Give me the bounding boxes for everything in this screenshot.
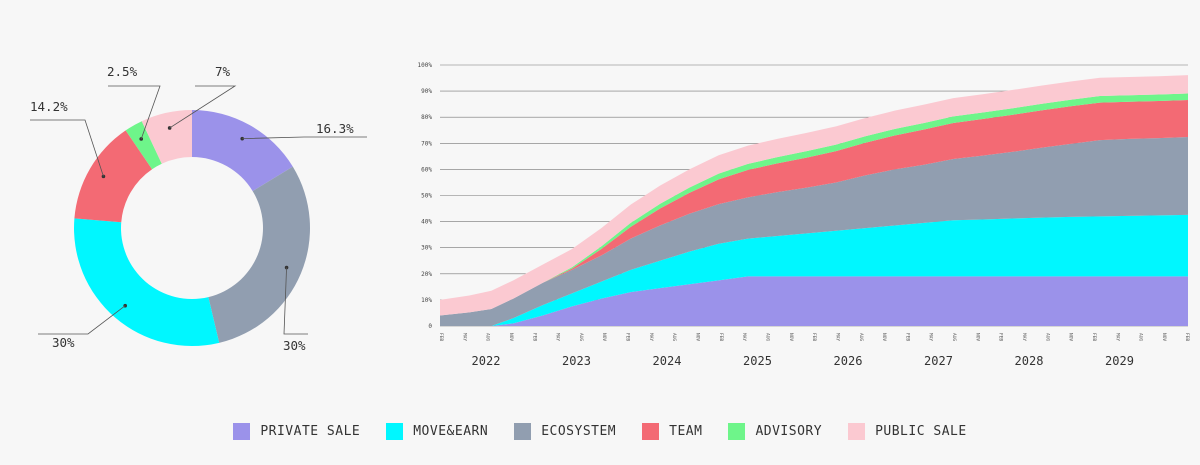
year-label-2027: 2027 <box>924 354 953 368</box>
month-tick-label: FEB <box>625 333 631 341</box>
donut-label-private-sale: 16.3% <box>316 121 354 136</box>
y-tick-label: 60% <box>421 166 432 173</box>
leader-line <box>169 85 237 129</box>
chart-legend: PRIVATE SALE MOVE&EARN ECOSYSTEM TEAM AD… <box>0 423 1200 440</box>
leader-line <box>242 136 367 140</box>
donut-label-team: 14.2% <box>30 99 68 114</box>
donut-slice-ecosystem <box>208 166 310 343</box>
legend-label: PRIVATE SALE <box>260 424 361 439</box>
month-tick-label: NOV <box>974 333 980 341</box>
month-tick-label: FEB <box>1184 333 1190 341</box>
legend-swatch <box>848 423 866 440</box>
month-tick-label: MAY <box>461 333 467 341</box>
y-tick-label: 0 <box>428 323 432 330</box>
area-public-sale <box>440 75 1188 316</box>
month-tick-label: AUG <box>951 333 957 341</box>
y-tick-label: 10% <box>421 297 432 304</box>
month-tick-label: NOV <box>1068 333 1074 341</box>
legend-item-team[interactable]: TEAM <box>642 423 702 440</box>
leader-line <box>38 305 126 335</box>
area-ecosystem <box>440 137 1188 326</box>
legend-item-private-sale[interactable]: PRIVATE SALE <box>233 423 360 440</box>
donut-label-public-sale: 7% <box>215 64 231 79</box>
month-tick-label: NOV <box>788 333 794 341</box>
month-tick-label: MAY <box>1114 333 1120 341</box>
y-tick-label: 90% <box>421 88 432 95</box>
month-tick-label: AUG <box>764 333 770 341</box>
month-tick-label: FEB <box>531 333 537 341</box>
month-tick-label: AUG <box>1138 333 1144 341</box>
month-tick-label: NOV <box>881 333 887 341</box>
month-tick-label: NOV <box>695 333 701 341</box>
donut-slice-move-earn <box>74 218 220 346</box>
legend-label: ECOSYSTEM <box>541 424 617 439</box>
month-tick-label: FEB <box>718 333 724 341</box>
y-tick-label: 70% <box>421 140 432 147</box>
y-tick-label: 100% <box>418 62 433 69</box>
year-label-2024: 2024 <box>653 354 682 368</box>
legend-swatch <box>386 423 404 440</box>
donut-label-ecosystem: 30% <box>283 338 306 353</box>
month-tick-label: MAY <box>648 333 654 341</box>
leader-line <box>30 119 104 177</box>
month-tick-label: MAY <box>555 333 561 341</box>
year-label-2028: 2028 <box>1015 354 1044 368</box>
legend-swatch <box>642 423 660 440</box>
donut-slice-private-sale <box>192 110 293 192</box>
donut-label-move-earn: 30% <box>52 335 75 350</box>
month-tick-label: FEB <box>904 333 910 341</box>
year-label-2029: 2029 <box>1105 354 1134 368</box>
month-tick-label: MAY <box>834 333 840 341</box>
month-tick-label: AUG <box>578 333 584 341</box>
month-tick-label: MAY <box>741 333 747 341</box>
month-tick-label: FEB <box>998 333 1004 341</box>
month-tick-label: NOV <box>508 333 514 341</box>
allocation-donut-chart: 16.3% 30% 30% 14.2% 2.5% 7% <box>30 64 367 353</box>
area-move-earn <box>440 214 1188 326</box>
legend-label: ADVISORY <box>755 424 823 439</box>
legend-item-public-sale[interactable]: PUBLIC SALE <box>848 423 967 440</box>
month-tick-label: FEB <box>1091 333 1097 341</box>
legend-item-ecosystem[interactable]: ECOSYSTEM <box>514 423 616 440</box>
month-tick-label: AUG <box>485 333 491 341</box>
month-tick-label: AUG <box>858 333 864 341</box>
legend-item-move-earn[interactable]: MOVE&EARN <box>386 423 488 440</box>
donut-slice-advisory <box>125 121 162 170</box>
month-tick-label: AUG <box>1044 333 1050 341</box>
month-tick-label: MAY <box>928 333 934 341</box>
y-tick-label: 20% <box>421 271 432 278</box>
month-tick-label: AUG <box>671 333 677 341</box>
legend-swatch <box>514 423 532 440</box>
month-tick-label: FEB <box>811 333 817 341</box>
donut-slice-team <box>74 130 153 223</box>
legend-swatch <box>233 423 251 440</box>
legend-swatch <box>728 423 746 440</box>
area-private-sale <box>440 276 1188 326</box>
area-team <box>440 99 1188 316</box>
legend-label: TEAM <box>669 424 703 439</box>
year-label-2025: 2025 <box>743 354 772 368</box>
month-tick-label: NOV <box>1161 333 1167 341</box>
leader-line <box>283 267 308 335</box>
month-tick-label: MAY <box>1021 333 1027 341</box>
vesting-area-chart: 0 10% 20% 30% 40% 50% 60% 70% 80% 90% 100% FEB MAY AU… <box>418 62 1191 368</box>
month-tick-label: FEB <box>438 333 444 341</box>
y-tick-label: 40% <box>421 219 432 226</box>
y-tick-label: 80% <box>421 114 432 121</box>
donut-label-advisory: 2.5% <box>107 64 138 79</box>
donut-slice-public-sale <box>141 110 192 164</box>
y-tick-label: 50% <box>421 193 432 200</box>
year-label-2026: 2026 <box>834 354 863 368</box>
leader-line <box>108 85 161 140</box>
legend-label: PUBLIC SALE <box>875 424 967 439</box>
month-tick-label: NOV <box>601 333 607 341</box>
year-label-2022: 2022 <box>472 354 501 368</box>
legend-label: MOVE&EARN <box>413 424 489 439</box>
y-tick-label: 30% <box>421 245 432 252</box>
year-label-2023: 2023 <box>562 354 591 368</box>
legend-item-advisory[interactable]: ADVISORY <box>728 423 822 440</box>
